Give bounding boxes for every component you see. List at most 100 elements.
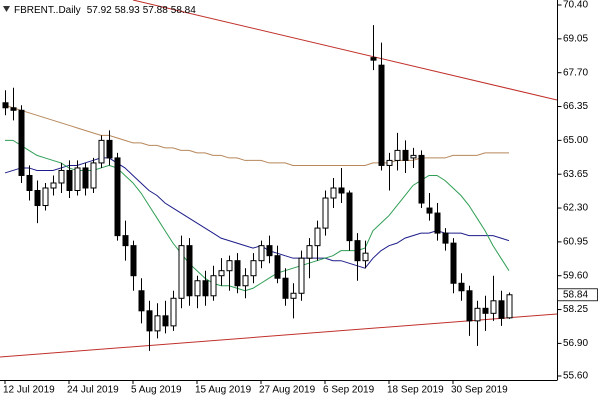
x-tick-label: 24 Jul 2019: [67, 385, 119, 396]
moving-average: [4, 157, 510, 269]
candle-body: [250, 260, 257, 277]
candle-body: [290, 292, 297, 299]
candle-body: [362, 252, 369, 262]
candle-body: [258, 245, 265, 262]
candle-body: [402, 149, 409, 161]
upper-trendline: [132, 0, 558, 101]
candle-body: [394, 149, 401, 161]
candle-body: [2, 102, 9, 109]
candle-body: [386, 159, 393, 166]
candle-body: [466, 290, 473, 322]
candle-body: [418, 154, 425, 204]
candle-body: [442, 232, 449, 244]
y-tick-label: 67.70: [563, 67, 588, 78]
candle-body: [426, 207, 433, 214]
x-tick-label: 18 Sep 2019: [387, 385, 444, 396]
candle-body: [322, 197, 329, 229]
candle-body: [226, 260, 233, 272]
candle-body: [106, 139, 113, 159]
candle-body: [10, 107, 17, 111]
candle-body: [458, 282, 465, 292]
x-tick-label: 12 Jul 2019: [3, 385, 55, 396]
candle-body: [234, 260, 241, 287]
x-tick-label: 30 Sep 2019: [451, 385, 508, 396]
candle-body: [498, 300, 505, 319]
candle-body: [50, 182, 57, 189]
x-tick-label: 6 Sep 2019: [323, 385, 375, 396]
candle-body: [450, 242, 457, 284]
candle-body: [282, 277, 289, 299]
y-tick-label: 69.05: [563, 33, 588, 44]
candle-body: [66, 169, 73, 192]
candle-body: [90, 162, 97, 189]
candle-body: [314, 227, 321, 247]
candle-body: [154, 315, 161, 332]
moving-average: [5, 139, 510, 292]
x-tick-label: 27 Aug 2019: [259, 385, 316, 396]
symbol-icon: [3, 6, 10, 12]
candle-body: [202, 280, 209, 297]
y-tick-label: 65.00: [563, 135, 588, 146]
y-tick-label: 56.90: [563, 338, 588, 349]
candle-body: [330, 187, 337, 199]
candle-body: [266, 245, 273, 257]
candle-body: [178, 245, 185, 299]
candle-body: [370, 57, 377, 61]
plot: [2, 25, 513, 351]
y-tick-label: 58.25: [563, 304, 588, 315]
candle-body: [58, 169, 65, 184]
candle-body: [18, 109, 25, 176]
candle-body: [274, 255, 281, 279]
candle-body: [474, 307, 481, 322]
y-tick-label: 55.60: [563, 371, 588, 382]
last-low: 57.88: [143, 5, 168, 16]
chart-title: FBRENT..Daily: [14, 5, 81, 16]
y-tick-label: 70.40: [563, 0, 588, 11]
candle-body: [170, 297, 177, 327]
moving-average: [4, 104, 509, 166]
candle-body: [506, 294, 513, 319]
candle-body: [146, 310, 153, 332]
x-tick-label: 5 Aug 2019: [131, 385, 182, 396]
price-label: 58.84: [563, 289, 588, 300]
candle-body: [210, 275, 217, 297]
candle-body: [338, 187, 345, 194]
candle-body: [74, 167, 81, 192]
lower-trendline: [0, 313, 558, 358]
candle-body: [42, 187, 49, 207]
candle-body: [26, 174, 33, 192]
candle-body: [410, 154, 417, 159]
candle-body: [98, 139, 105, 164]
candle-body: [114, 157, 121, 237]
candle-body: [346, 192, 353, 242]
y-tick-label: 63.65: [563, 169, 588, 180]
candle-body: [34, 190, 41, 207]
candle-body: [194, 280, 201, 297]
y-tick-label: 59.60: [563, 270, 588, 281]
last-high: 58.93: [115, 5, 140, 16]
candle-body: [354, 240, 361, 262]
candle-body: [218, 270, 225, 277]
candle-body: [162, 315, 169, 327]
candle-body: [306, 245, 313, 259]
y-tick-label: 60.95: [563, 237, 588, 248]
y-tick-label: 66.35: [563, 101, 588, 112]
last-close: 58.84: [171, 5, 196, 16]
price-label-box: [557, 288, 598, 302]
candle-body: [122, 235, 129, 247]
last-open: 57.92: [87, 5, 112, 16]
chart-header: FBRENT..Daily 57.92 58.93 57.88 58.84: [14, 5, 196, 16]
candle-body: [82, 167, 89, 189]
candle-body: [242, 275, 249, 287]
candle-body: [138, 290, 145, 312]
candle-body: [298, 257, 305, 294]
candle-body: [434, 212, 441, 234]
candle-body: [490, 300, 497, 314]
candle-body: [130, 245, 137, 277]
candle-body: [482, 307, 489, 314]
y-tick-label: 62.30: [563, 203, 588, 214]
x-tick-label: 15 Aug 2019: [195, 385, 252, 396]
candle-body: [378, 64, 385, 166]
